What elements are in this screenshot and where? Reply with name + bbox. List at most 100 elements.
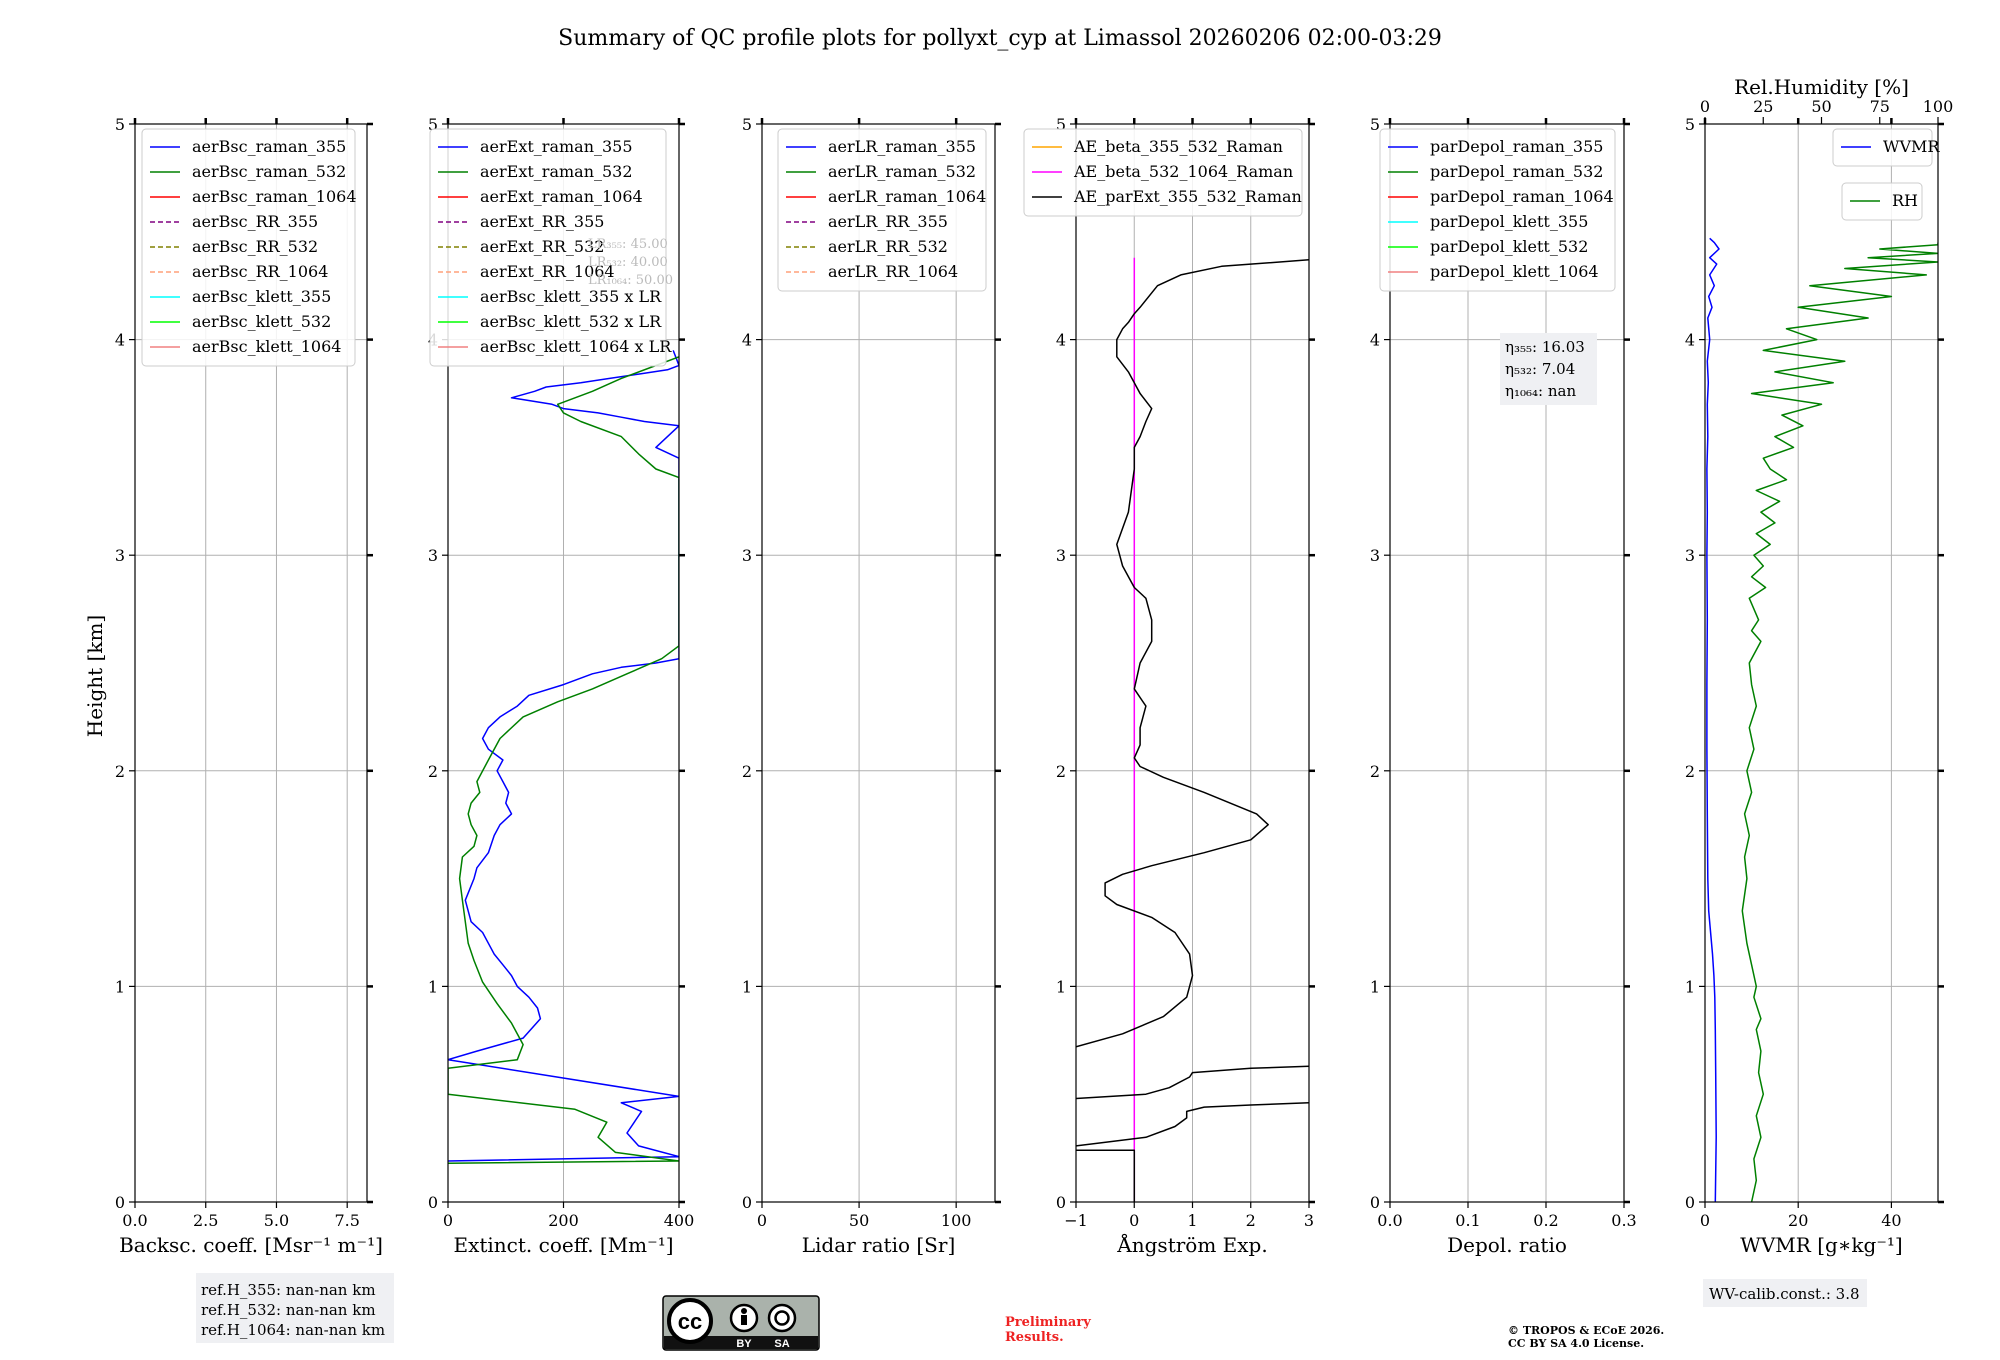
x-axis-label: Backsc. coeff. [Msr⁻¹ m⁻¹]: [119, 1233, 383, 1257]
x-tick-label: 5.0: [264, 1211, 289, 1230]
y-tick-label: 0: [115, 1193, 125, 1212]
series-line-AE_parExt_355_532_Raman: [1076, 259, 1309, 1048]
eta-annotation-text: η₅₃₂: 7.04: [1505, 360, 1575, 378]
y-tick-label: 0: [1685, 1193, 1695, 1212]
x-tick-label: 1: [1187, 1211, 1197, 1230]
x-tick-label: 2.5: [193, 1211, 218, 1230]
legend: parDepol_raman_355 parDepol_raman_532 parD…: [1379, 128, 1616, 292]
legend-label: aerBsc_RR_355: [192, 212, 318, 231]
preliminary-label-line1: Preliminary: [1005, 1315, 1091, 1330]
legend-box: [777, 128, 987, 292]
legend-label: AE_parExt_355_532_Raman: [1073, 187, 1302, 206]
x-tick-label: 0: [1129, 1211, 1139, 1230]
y-tick-label: 4: [1370, 331, 1380, 350]
top-tick-label: 75: [1870, 97, 1890, 116]
legend-box: [1379, 128, 1616, 292]
legend: AE_beta_355_532_Raman AE_beta_532_1064_Ra…: [1023, 128, 1303, 217]
series-line-aerExt_raman_355: [448, 350, 679, 1162]
eta-annotation-text: η₁₀₆₄: nan: [1505, 382, 1576, 400]
copyright-line2: CC BY SA 4.0 License.: [1508, 1337, 1644, 1350]
y-tick-label: 0: [428, 1193, 438, 1212]
reference-height-box-bg: [196, 1273, 394, 1343]
wv-calibration-text: WV-calib.const.: 3.8: [1709, 1285, 1860, 1303]
y-tick-label: 3: [1685, 546, 1695, 565]
legend-label: aerExt_RR_355: [480, 212, 604, 231]
axes-frame: [1704, 123, 1939, 1203]
series-line-RH: [1741, 242, 1938, 1202]
legend: aerExt_raman_355 aerExt_raman_532 aerExt_r…: [429, 128, 672, 367]
copyright-line1: © TROPOS & ECoE 2026.: [1508, 1324, 1664, 1337]
y-tick-label: 1: [742, 977, 752, 996]
figure-title: Summary of QC profile plots for pollyxt_…: [558, 26, 1442, 51]
y-tick-label: 2: [115, 762, 125, 781]
x-tick-label: 200: [548, 1211, 579, 1230]
series-group: [1706, 237, 1938, 1202]
y-tick-label: 1: [1685, 977, 1695, 996]
legend-label: WVMR: [1883, 137, 1940, 156]
eta-annotation-bg: [1500, 333, 1597, 405]
x-tick-label: 7.5: [334, 1211, 359, 1230]
wv-calibration-box-bg: [1703, 1279, 1867, 1307]
license-badge[interactable]: cc BY SA: [662, 1295, 820, 1351]
x-tick-label: 2: [1246, 1211, 1256, 1230]
license-sa-label: SA: [774, 1338, 789, 1350]
legend-label: aerLR_raman_355: [828, 137, 976, 156]
legend-label: aerLR_RR_532: [828, 237, 948, 256]
y-tick-label: 3: [1370, 546, 1380, 565]
legend-box: [1023, 128, 1303, 217]
y-tick-label: 5: [1370, 115, 1380, 134]
x-axis-label: Ångström Exp.: [1116, 1232, 1267, 1257]
y-tick-label: 4: [1685, 331, 1695, 350]
y-tick-label: 2: [1370, 762, 1380, 781]
legend-label: parDepol_klett_532: [1430, 237, 1588, 256]
legend-label: aerExt_raman_355: [480, 137, 633, 156]
panel-ext: 0123450200400Extinct. coeff. [Mm⁻¹]aerEx…: [428, 115, 694, 1257]
lidar-ratio-annotation-text: LR₁₀₆₄: 50.00: [588, 273, 673, 288]
x-axis-label: Extinct. coeff. [Mm⁻¹]: [453, 1233, 673, 1257]
axes-frame: [761, 123, 996, 1203]
top-axis-label: Rel.Humidity [%]: [1734, 75, 1909, 99]
y-tick-label: 0: [742, 1193, 752, 1212]
top-tick-label: 50: [1811, 97, 1831, 116]
legend-label: aerExt_raman_1064: [480, 187, 643, 206]
preliminary-label-line2: Results.: [1005, 1330, 1064, 1345]
legend-label: aerBsc_klett_532 x LR: [480, 312, 662, 331]
reference-height-box: ref.H_355: nan-nan km ref.H_532: nan-nan…: [196, 1273, 394, 1343]
legend-label: aerBsc_raman_355: [192, 137, 346, 156]
axes-frame: [1389, 123, 1625, 1203]
legend-label: aerBsc_RR_532: [192, 237, 318, 256]
top-tick-label: 100: [1923, 97, 1954, 116]
lidar-ratio-annotation: LR₃₅₅: 45.00 LR₅₃₂: 40.00 LR₁₀₆₄: 50.00: [588, 237, 673, 288]
x-tick-label: 100: [941, 1211, 972, 1230]
legend-rh: RH: [1841, 182, 1923, 221]
x-tick-label: 400: [664, 1211, 695, 1230]
x-axis-label: Lidar ratio [Sr]: [802, 1233, 956, 1257]
series-group: [1076, 257, 1309, 1202]
legend-label: aerLR_raman_1064: [828, 187, 986, 206]
legend-label: aerLR_RR_355: [828, 212, 948, 231]
y-tick-label: 5: [428, 115, 438, 134]
y-tick-label: 3: [1056, 546, 1066, 565]
attribution-person-head: [741, 1308, 747, 1314]
y-tick-label: 5: [115, 115, 125, 134]
eta-annotation-text: η₃₅₅: 16.03: [1505, 338, 1585, 356]
x-tick-label: 0: [443, 1211, 453, 1230]
y-tick-label: 1: [115, 977, 125, 996]
y-tick-label: 5: [1685, 115, 1695, 134]
x-tick-label: 50: [849, 1211, 869, 1230]
ref-height-355: ref.H_355: nan-nan km: [201, 1281, 376, 1299]
legend-label: AE_beta_355_532_Raman: [1073, 137, 1283, 156]
share-alike-icon: [767, 1303, 797, 1333]
share-alike-arc: [774, 1310, 790, 1326]
x-tick-label: −1: [1064, 1211, 1088, 1230]
y-axis-label: Height [km]: [83, 615, 107, 737]
cc-logo-text: cc: [678, 1309, 702, 1334]
legend-label: aerExt_RR_532: [480, 237, 604, 256]
legend: aerLR_raman_355 aerLR_raman_532 aerLR_rama…: [777, 128, 987, 292]
license-by-label: BY: [736, 1338, 752, 1350]
legend-label: aerBsc_RR_1064: [192, 262, 328, 281]
lidar-ratio-annotation-text: LR₅₃₂: 40.00: [588, 255, 668, 270]
y-tick-label: 0: [1370, 1193, 1380, 1212]
